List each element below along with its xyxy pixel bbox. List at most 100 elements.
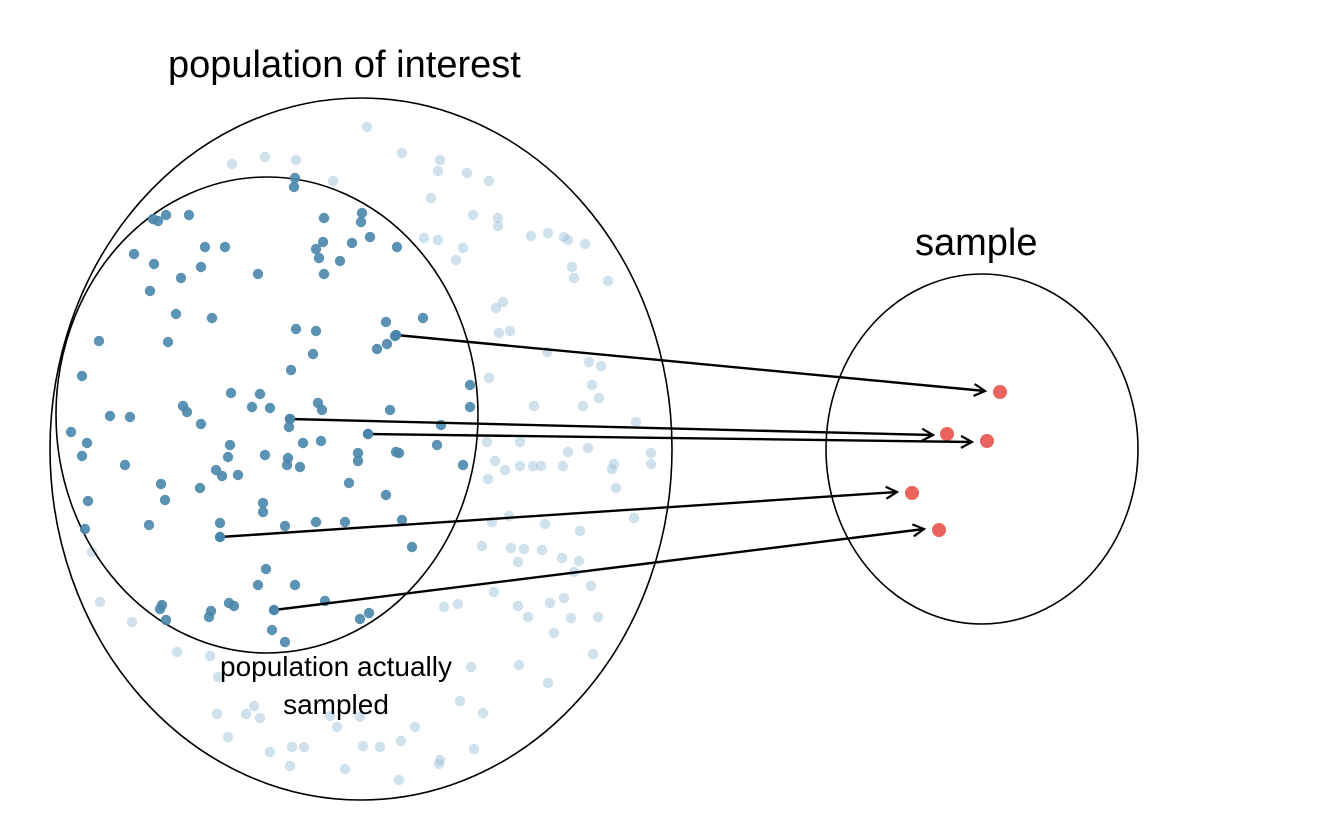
- sampled-dot: [354, 613, 366, 625]
- unsampled-dot: [94, 596, 106, 608]
- unsampled-dot: [211, 708, 223, 720]
- sampled-dot: [154, 603, 166, 615]
- sampled-dot: [160, 209, 172, 221]
- unsampled-dot: [499, 464, 511, 476]
- unsampled-dot: [562, 446, 574, 458]
- sampled-dot: [279, 636, 291, 648]
- unsampled-dot: [512, 600, 524, 612]
- unsampled-dot: [593, 392, 605, 404]
- sampled-dot: [318, 268, 330, 280]
- unsampled-dot: [327, 175, 339, 187]
- sampled-dot: [228, 600, 240, 612]
- unsampled-dot: [514, 436, 526, 448]
- unsampled-dot: [171, 646, 183, 658]
- sampled-dot: [283, 421, 295, 433]
- sampled-dot: [195, 418, 207, 430]
- sampled-dot: [254, 388, 266, 400]
- unsampled-dot: [454, 695, 466, 707]
- sampled-dot: [290, 323, 302, 335]
- unsampled-dot: [579, 238, 591, 250]
- unsampled-dot: [497, 296, 509, 308]
- sampled-dot: [81, 437, 93, 449]
- unsampled-dot: [331, 721, 343, 733]
- sampled-dot: [289, 172, 301, 184]
- arrow-origin-dot: [268, 604, 280, 616]
- unsampled-dot: [586, 379, 598, 391]
- sampled-dot: [194, 482, 206, 494]
- unsampled-dot: [505, 542, 517, 554]
- unsampled-dot: [126, 616, 138, 628]
- unsampled-dot: [374, 741, 386, 753]
- sampled-dot: [334, 255, 346, 267]
- unsampled-dot: [503, 510, 515, 522]
- arrow-origin-dot: [284, 413, 296, 425]
- unsampled-dot: [525, 230, 537, 242]
- sampled-dot: [76, 450, 88, 462]
- sampled-dot: [346, 237, 358, 249]
- sample-dot: [980, 434, 994, 448]
- sampled-dot: [266, 624, 278, 636]
- unsampled-dot: [212, 671, 224, 683]
- sampled-dot: [246, 401, 258, 413]
- unsampled-dot: [461, 167, 473, 179]
- population-actually-sampled-circle: [55, 176, 479, 654]
- sampled-dot: [318, 212, 330, 224]
- unsampled-dot: [542, 677, 554, 689]
- unsampled-dot: [432, 234, 444, 246]
- unsampled-dot: [254, 712, 266, 724]
- sampled-dot: [257, 497, 269, 509]
- sampled-dot: [288, 181, 300, 193]
- unsampled-dot: [489, 455, 501, 467]
- unsampled-dot: [492, 212, 504, 224]
- sample-dot: [905, 486, 919, 500]
- unsampled-dot: [259, 151, 271, 163]
- sample-dot: [940, 427, 954, 441]
- unsampled-dot: [557, 460, 569, 472]
- sampled-dot: [339, 516, 351, 528]
- sampling-arrow: [367, 432, 972, 442]
- unsampled-population-dots: [86, 121, 657, 786]
- sampled-dot: [260, 563, 272, 575]
- sampled-dot: [252, 579, 264, 591]
- unsampled-dot: [468, 743, 480, 755]
- sampled-dot: [79, 523, 91, 535]
- sampled-dot: [124, 411, 136, 423]
- sampled-dot: [417, 312, 429, 324]
- sampled-dot: [391, 241, 403, 253]
- unsampled-dot: [566, 261, 578, 273]
- unsampled-dot: [248, 700, 260, 712]
- unsampled-dot: [492, 220, 504, 232]
- unsampled-dot: [488, 586, 500, 598]
- sampled-dot: [148, 258, 160, 270]
- sampled-dot: [216, 470, 228, 482]
- sampled-dot: [152, 215, 164, 227]
- population-actually-sampled-label-line2: sampled: [283, 689, 389, 720]
- unsampled-dot: [264, 746, 276, 758]
- sampled-dot: [206, 312, 218, 324]
- sampled-dot: [155, 478, 167, 490]
- unsampled-dot: [548, 627, 560, 639]
- unsampled-dot: [222, 731, 234, 743]
- unsampled-dot: [592, 611, 604, 623]
- unsampled-dot: [434, 154, 446, 166]
- population-of-interest-circle: [49, 97, 673, 801]
- sampled-dot: [317, 236, 329, 248]
- sampled-dot: [162, 336, 174, 348]
- unsampled-dot: [565, 612, 577, 624]
- sampling-arrow: [219, 492, 897, 539]
- sampled-dot: [380, 489, 392, 501]
- sampled-dot: [76, 370, 88, 382]
- sample-circle: [825, 273, 1139, 625]
- sampling-arrow: [273, 529, 924, 612]
- sampled-dot: [224, 439, 236, 451]
- sampled-dot: [128, 248, 140, 260]
- sampled-dot: [199, 241, 211, 253]
- unsampled-dot: [558, 592, 570, 604]
- unsampled-dot: [645, 458, 657, 470]
- unsampled-dot: [450, 254, 462, 266]
- unsampled-dot: [512, 556, 524, 568]
- unsampled-dot: [536, 544, 548, 556]
- sampled-dot: [279, 520, 291, 532]
